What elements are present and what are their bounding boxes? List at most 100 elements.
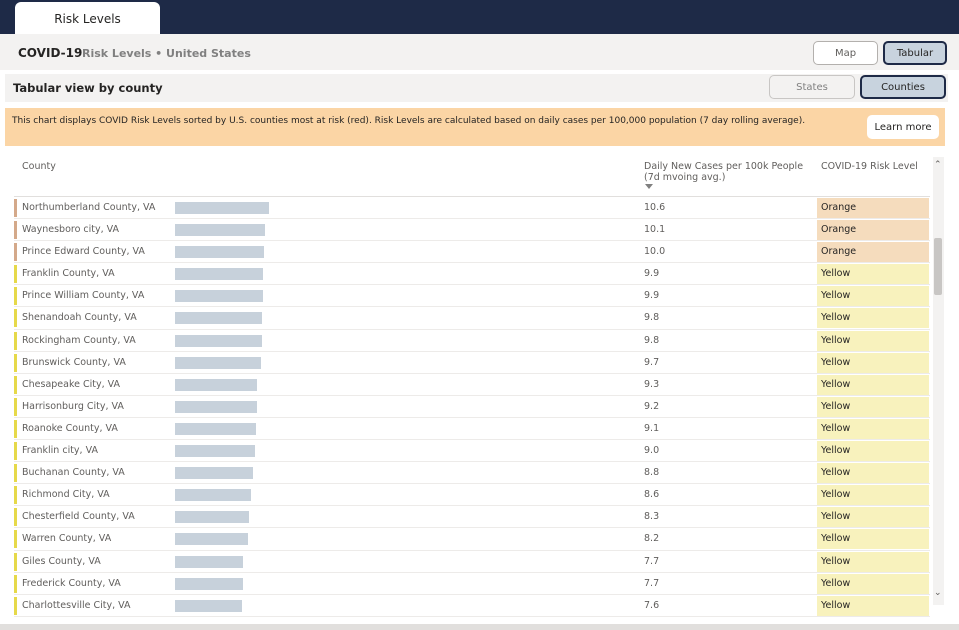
column-header-risk[interactable]: COVID-19 Risk Level [821,161,918,172]
table-row[interactable]: Frederick County, VA 7.7 Yellow [14,573,930,595]
risk-level-cell: Yellow [817,374,929,395]
table-row[interactable]: Rockingham County, VA 9.8 Yellow [14,330,930,352]
risk-accent-marker [14,486,17,505]
risk-accent-marker [14,530,17,549]
table-row[interactable]: Charlottesville City, VA 7.6 Yellow [14,595,930,617]
risk-level-cell: Yellow [817,286,929,307]
table-row[interactable]: Prince Edward County, VA 10.0 Orange [14,241,930,264]
cases-value: 8.3 [644,511,660,523]
table-row[interactable]: Brunswick County, VA 9.7 Yellow [14,352,930,374]
cases-value: 7.6 [644,599,660,611]
county-name: Richmond City, VA [22,489,110,501]
risk-accent-marker [14,375,17,394]
counties-button[interactable]: Counties [860,75,946,99]
county-name: Franklin city, VA [22,445,98,457]
cases-bar [175,356,262,369]
risk-level-cell: Yellow [817,529,929,550]
county-name: Prince William County, VA [22,290,145,302]
page-title: COVID-19 [18,46,83,60]
risk-level-cell: Yellow [817,463,929,484]
table-row[interactable]: Chesapeake City, VA 9.3 Yellow [14,374,930,396]
chevron-down-icon[interactable]: ⌄ [934,588,942,598]
risk-accent-marker [14,442,17,461]
county-name: Harrisonburg City, VA [22,400,124,412]
risk-accent-marker [14,287,17,306]
cases-value: 9.9 [644,268,660,280]
risk-level-cell: Yellow [817,507,929,528]
risk-level-cell: Yellow [817,418,929,439]
header-divider [14,196,930,197]
risk-accent-marker [14,309,17,328]
table-row[interactable]: Chesterfield County, VA 8.3 Yellow [14,506,930,529]
risk-accent-marker [14,419,17,438]
sort-desc-icon[interactable] [645,184,653,189]
risk-level-cell: Yellow [817,595,929,616]
cases-value: 8.6 [644,489,660,501]
cases-value: 8.8 [644,467,660,479]
table-row[interactable]: Waynesboro city, VA 10.1 Orange [14,219,930,242]
county-name: Brunswick County, VA [22,356,126,368]
scrollbar-track[interactable] [933,157,944,605]
table-row[interactable]: Northumberland County, VA 10.6 Orange [14,197,930,220]
county-name: Shenandoah County, VA [22,312,137,324]
section-title: Tabular view by county [13,81,163,95]
learn-more-button[interactable]: Learn more [867,115,939,139]
risk-accent-marker [14,243,17,262]
risk-level-cell: Yellow [817,396,929,417]
column-header-county[interactable]: County [22,161,56,172]
cases-value: 9.1 [644,422,660,434]
cases-bar [175,224,265,237]
table-row[interactable]: Harrisonburg City, VA 9.2 Yellow [14,396,930,418]
table-row[interactable]: Franklin city, VA 9.0 Yellow [14,440,930,463]
cases-bar [175,511,249,524]
cases-bar [175,489,252,502]
risk-accent-marker [14,353,17,372]
table-row[interactable]: Franklin County, VA 9.9 Yellow [14,263,930,286]
tab-risk-levels[interactable]: Risk Levels [15,2,160,35]
cases-value: 10.6 [644,202,666,213]
risk-accent-marker [14,331,17,350]
cases-bar [175,400,257,413]
table-row[interactable]: Warren County, VA 8.2 Yellow [14,528,930,551]
county-name: Waynesboro city, VA [22,224,120,236]
county-name: Charlottesville City, VA [22,599,131,611]
cases-value: 9.0 [644,445,660,457]
cases-value: 9.8 [644,334,660,346]
county-name: Chesterfield County, VA [22,511,135,523]
risk-level-cell: Yellow [817,352,929,373]
risk-level-cell: Orange [817,198,929,218]
table-row[interactable]: Prince William County, VA 9.9 Yellow [14,285,930,308]
table-row[interactable]: Shenandoah County, VA 9.8 Yellow [14,307,930,330]
risk-level-cell: Yellow [817,485,929,506]
scrollbar-thumb[interactable] [934,238,942,295]
county-name: Chesapeake City, VA [22,378,121,390]
county-name: Prince Edward County, VA [22,246,145,258]
table-row[interactable]: Richmond City, VA 8.6 Yellow [14,484,930,507]
chevron-up-icon[interactable]: ⌃ [934,160,942,170]
cases-value: 10.0 [644,246,666,258]
risk-level-cell: Yellow [817,330,929,351]
table-row[interactable]: Roanoke County, VA 9.1 Yellow [14,418,930,441]
tabular-view-button[interactable]: Tabular [883,41,947,65]
cases-value: 8.2 [644,533,660,545]
table-row[interactable]: Buchanan County, VA 8.8 Yellow [14,462,930,485]
column-header-cases[interactable]: Daily New Cases per 100k People (7d mvoi… [644,161,804,183]
states-button[interactable]: States [769,75,855,99]
cases-bar [175,599,243,612]
cases-value: 9.3 [644,378,660,390]
risk-level-cell: Yellow [817,573,929,594]
county-name: Buchanan County, VA [22,467,125,479]
risk-accent-marker [14,574,17,593]
map-view-button[interactable]: Map [813,41,878,65]
cases-value: 9.7 [644,356,660,368]
risk-level-cell: Yellow [817,441,929,462]
risk-accent-marker [14,265,17,284]
title-bar [0,34,959,70]
cases-value: 7.7 [644,577,660,589]
risk-level-cell: Yellow [817,551,929,572]
risk-accent-marker [14,464,17,483]
county-name: Rockingham County, VA [22,334,136,346]
risk-accent-marker [14,508,17,527]
table-row[interactable]: Giles County, VA 7.7 Yellow [14,551,930,573]
cases-bar [175,422,256,435]
